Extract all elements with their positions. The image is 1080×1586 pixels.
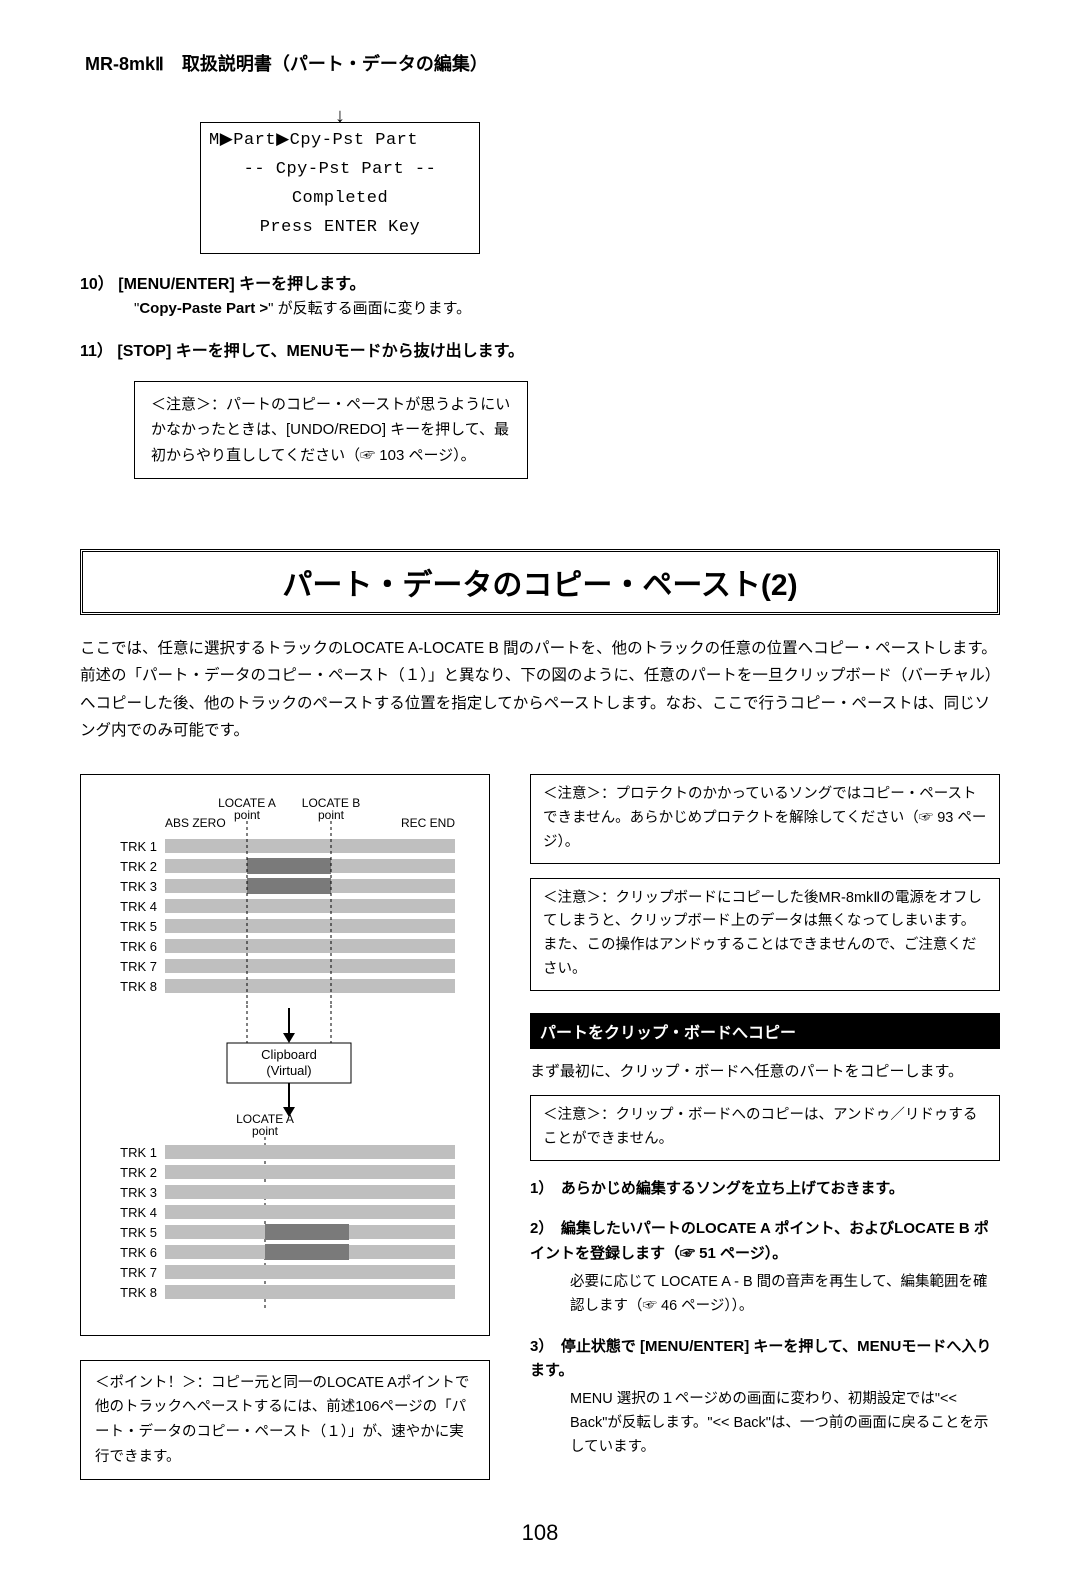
sub-heading-copy-to-clipboard: パートをクリップ・ボードへコピー: [530, 1013, 1000, 1049]
lcd-row3: Completed: [209, 185, 471, 214]
caution-no-undo: ＜注意＞：クリップ・ボードへのコピーは、アンドゥ／リドゥすることができません。: [530, 1095, 1000, 1161]
svg-text:point: point: [234, 808, 261, 822]
svg-text:TRK 6: TRK 6: [120, 939, 157, 954]
svg-text:TRK 6: TRK 6: [120, 1245, 157, 1260]
lcd-screen: M▶Part▶Cpy-Pst Part -- Cpy-Pst Part -- C…: [200, 122, 480, 254]
caution-clipboard-poweroff: ＜注意＞：クリップボードにコピーした後MR-8mkⅡの電源をオフしてしまうと、ク…: [530, 878, 1000, 992]
r-step-2-body: 必要に応じて LOCATE A - B 間の音声を再生して、編集範囲を確認します…: [570, 1271, 1000, 1319]
svg-text:TRK 1: TRK 1: [120, 1145, 157, 1160]
page-number: 108: [80, 1520, 1000, 1546]
svg-text:point: point: [318, 808, 345, 822]
step-10: 10） [MENU/ENTER] キーを押します。 "Copy-Paste Pa…: [80, 272, 1000, 322]
svg-text:TRK 1: TRK 1: [120, 839, 157, 854]
lcd-row2: -- Cpy-Pst Part --: [209, 156, 471, 185]
lcd-display-block: ↓ M▶Part▶Cpy-Pst Part -- Cpy-Pst Part --…: [200, 106, 480, 254]
svg-text:ABS ZERO: ABS ZERO: [165, 816, 226, 830]
svg-text:TRK 5: TRK 5: [120, 1225, 157, 1240]
step-11: 11） [STOP] キーを押して、MENUモードから抜け出します。: [80, 339, 1000, 365]
r-step-3: 3） 停止状態で [MENU/ENTER] キーを押して、MENUモードへ入りま…: [530, 1335, 1000, 1460]
track-diagram: LOCATE A point LOCATE B point ABS ZERO R…: [80, 774, 490, 1336]
step-10-num: 10）: [80, 276, 114, 293]
svg-text:TRK 4: TRK 4: [120, 899, 157, 914]
svg-text:TRK 5: TRK 5: [120, 919, 157, 934]
caution-box-undo-redo: ＜注意＞：パートのコピー・ペーストが思うようにいかなかったときは、[UNDO/R…: [134, 381, 528, 480]
lcd-row4: Press ENTER Key: [209, 214, 471, 243]
section-title: パート・データのコピー・ペースト(2): [80, 549, 1000, 615]
r-step-3-num: 3）: [530, 1338, 546, 1355]
svg-text:TRK 3: TRK 3: [120, 879, 157, 894]
svg-text:(Virtual): (Virtual): [266, 1063, 311, 1078]
svg-text:REC END: REC END: [401, 816, 455, 830]
r-step-2-num: 2）: [530, 1220, 546, 1237]
svg-text:TRK 8: TRK 8: [120, 1285, 157, 1300]
r-step-3-body: MENU 選択の１ページめの画面に変わり、初期設定では"<< Back"が反転し…: [570, 1388, 1000, 1460]
svg-text:TRK 8: TRK 8: [120, 979, 157, 994]
step-10-title: [MENU/ENTER] キーを押します。: [118, 276, 365, 293]
caution-protect: ＜注意＞：プロテクトのかかっているソングではコピー・ペーストできません。あらかじ…: [530, 774, 1000, 864]
point-hint-box: ＜ポイント！＞：コピー元と同一のLOCATE Aポイントで他のトラックへペースト…: [80, 1360, 490, 1481]
svg-text:TRK 4: TRK 4: [120, 1205, 157, 1220]
svg-text:TRK 2: TRK 2: [120, 859, 157, 874]
r-step-3-title: 停止状態で [MENU/ENTER] キーを押して、MENUモードへ入ります。: [530, 1338, 991, 1380]
subsection-intro: まず最初に、クリップ・ボードへ任意のパートをコピーします。: [530, 1059, 1000, 1085]
step-11-title: [STOP] キーを押して、MENUモードから抜け出します。: [117, 343, 524, 360]
section-intro: ここでは、任意に選択するトラックのLOCATE A-LOCATE B 間のパート…: [80, 635, 1000, 744]
r-step-1: 1） あらかじめ編集するソングを立ち上げておきます。: [530, 1177, 1000, 1202]
r-step-2-title: 編集したいパートのLOCATE A ポイント、およびLOCATE B ポイントを…: [530, 1220, 989, 1262]
r-step-1-num: 1）: [530, 1180, 546, 1197]
svg-text:TRK 2: TRK 2: [120, 1165, 157, 1180]
r-step-2: 2） 編集したいパートのLOCATE A ポイント、およびLOCATE B ポイ…: [530, 1217, 1000, 1318]
svg-text:TRK 3: TRK 3: [120, 1185, 157, 1200]
diagram-svg: LOCATE A point LOCATE B point ABS ZERO R…: [95, 793, 475, 1313]
svg-text:point: point: [252, 1124, 279, 1138]
r-step-1-title: あらかじめ編集するソングを立ち上げておきます。: [561, 1180, 904, 1197]
svg-text:TRK 7: TRK 7: [120, 1265, 157, 1280]
step-11-num: 11）: [80, 343, 113, 360]
lcd-row1: M▶Part▶Cpy-Pst Part: [209, 127, 471, 156]
step-10-body: "Copy-Paste Part >" が反転する画面に変ります。: [134, 297, 1000, 321]
page-header: MR-8mkⅡ 取扱説明書（パート・データの編集）: [85, 50, 1000, 76]
svg-text:Clipboard: Clipboard: [261, 1047, 317, 1062]
svg-text:TRK 7: TRK 7: [120, 959, 157, 974]
